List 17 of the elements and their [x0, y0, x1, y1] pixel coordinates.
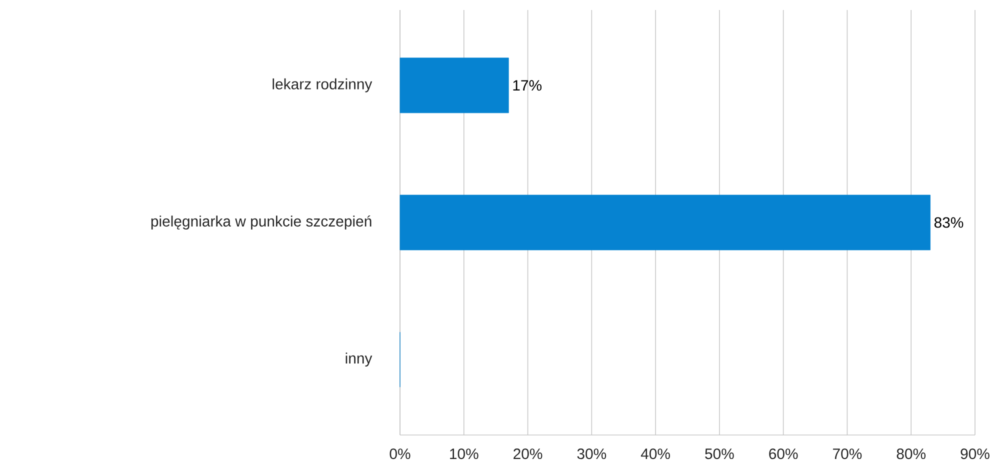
bar	[400, 194, 930, 250]
x-tick-label: 80%	[896, 448, 926, 460]
y-tick-label: lekarz rodzinny	[272, 78, 372, 92]
y-tick-label: pielęgniarka w punkcie szczepień	[151, 215, 372, 230]
x-tick-label: 30%	[577, 448, 606, 460]
x-tick-label: 60%	[769, 448, 798, 460]
bar	[400, 58, 509, 114]
x-tick-label: 20%	[514, 448, 542, 460]
data-label: 17%	[513, 80, 542, 91]
x-tick-label: 40%	[640, 448, 670, 460]
x-tick-label: 70%	[833, 448, 862, 460]
y-tick-label: inny	[346, 352, 372, 367]
x-tick-label: 50%	[705, 448, 734, 460]
x-tick-label: 90%	[960, 448, 990, 460]
x-tick-label: 0%	[390, 448, 410, 460]
data-label: 83%	[934, 217, 964, 228]
x-tick-label: 10%	[450, 448, 478, 460]
